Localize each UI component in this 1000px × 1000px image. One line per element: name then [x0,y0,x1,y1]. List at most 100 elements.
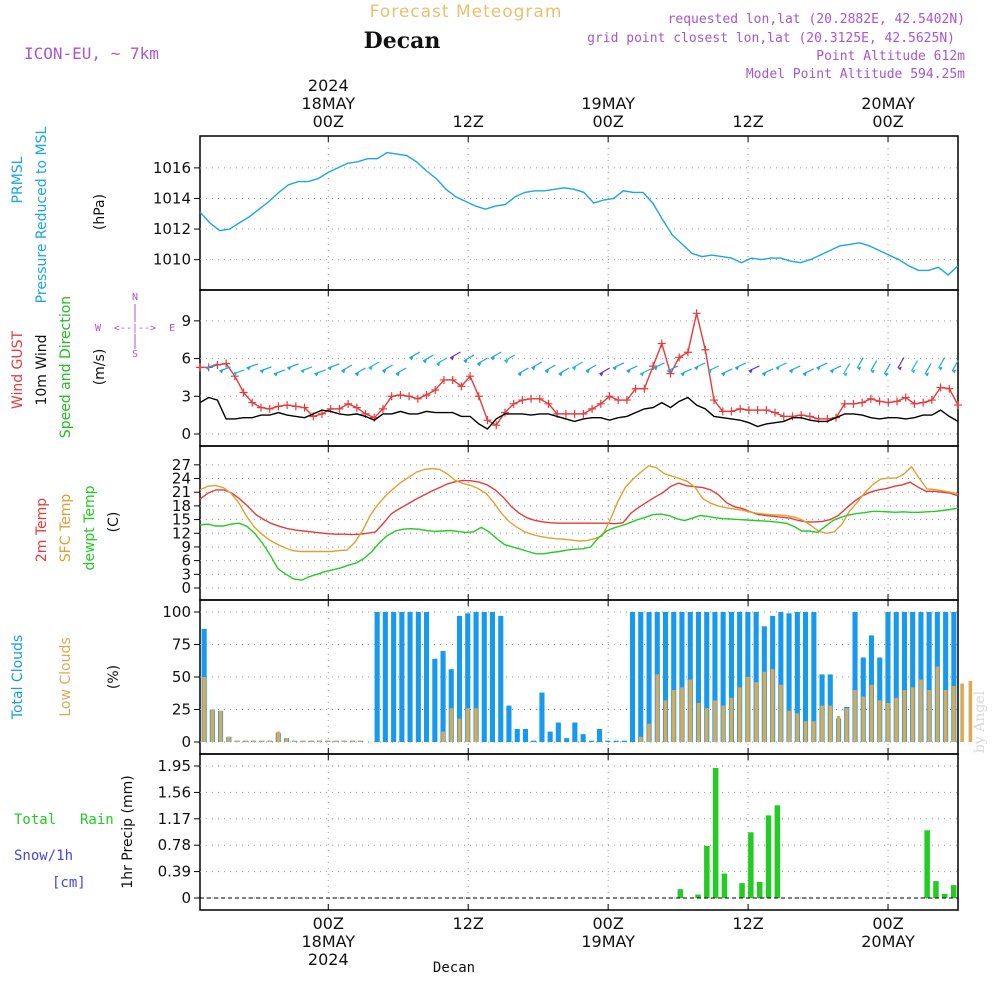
svg-text:dewpt Temp: dewpt Temp [82,485,98,570]
wind-arrow-head [870,369,875,374]
wind-arrow-head [599,372,604,377]
bar [696,703,701,742]
bar [671,612,677,742]
wind-arrow-head [327,366,332,371]
gust-marker [439,375,448,384]
gust-marker [431,386,440,394]
top-time-label: 19MAY [581,94,635,113]
bar [943,612,949,742]
bar [268,740,272,742]
10m-wind-line [199,396,959,430]
gust-marker [518,396,527,405]
y-tick-label: 1010 [153,251,191,269]
bar [852,612,858,742]
y-tick-label: 3 [181,565,191,583]
gust-marker [544,399,553,408]
y-tick-label: 0.39 [158,863,191,881]
wind-arrow [843,363,851,375]
bar [342,740,346,742]
gust-marker [579,409,588,418]
bar [721,873,728,898]
2m-temp-line [199,479,959,536]
wind-arrow-head [884,372,889,377]
rain-bars [677,768,957,898]
temperature-label: 2m Temp SFC Temp dewpt Temp (C) [34,485,122,570]
bar [358,740,363,742]
bar [877,657,883,742]
bar [720,612,726,742]
svg-text:Total Clouds: Total Clouds [10,635,26,720]
gust-marker [901,393,910,402]
wind-arrow-head [463,359,468,364]
bar [317,740,322,742]
y-tick-label: 1014 [153,189,191,207]
bar [663,700,668,742]
wind-arrow [639,368,652,375]
gust-marker [448,375,457,384]
top-time-label: 00Z [872,112,903,131]
wind-arrow-head [205,366,210,371]
wind-arrow [626,365,638,372]
gust-marker [866,394,875,403]
wind-arrow [924,363,932,375]
wind-arrow-head [938,366,943,371]
y-tick-label: 0 [181,579,191,597]
wind-arrow-head [368,366,373,371]
bar [309,740,313,742]
y-tick-label: 6 [181,350,191,368]
bar [630,612,636,742]
bar [498,615,504,742]
gust-marker [283,401,292,410]
wind-gust-line [200,313,959,427]
model-altitude: Model Point Altitude 594.25m [746,67,965,82]
top-time-label: 2024 [308,76,349,95]
top-time-label: 20MAY [861,94,915,113]
gust-marker [849,399,858,408]
bar [639,736,643,742]
dewpt-temp-line [199,507,959,581]
bottom-time-label: 19MAY [581,932,635,951]
bar [695,894,701,898]
wind-arrow [531,361,543,369]
clouds-label: Total Clouds Low Clouds (%) [10,635,122,720]
top-time-label: 12Z [453,112,484,131]
bar [210,709,215,742]
bar [407,612,413,742]
top-time-axis: 202418MAY00Z12Z19MAY00Z12Z20MAY00Z12Z [301,76,915,131]
wind-arrow-head [355,372,360,377]
gust-marker [718,407,727,416]
wind-arrow [816,362,828,369]
bar [399,612,405,742]
bar [415,612,421,742]
svg-text:1hr Precip (mm): 1hr Precip (mm) [120,775,136,888]
gust-marker [457,382,466,391]
gust-marker [631,384,640,393]
bar [235,740,239,742]
wind-label: Wind GUST 10m Wind Speed and Direction (… [10,292,175,438]
gust-marker [196,363,204,372]
bar [514,729,520,742]
svg-text:Low Clouds: Low Clouds [58,637,74,716]
wind-arrow [449,351,461,359]
wind-arrow-head [422,359,427,364]
footer-location: Decan [433,960,475,976]
gust-marker [622,396,631,405]
svg-text:N: N [132,292,138,303]
y-tick-label: 3 [181,387,191,405]
gust-marker [701,345,710,354]
gust-marker [788,412,797,421]
bar [919,679,923,742]
wind-arrow-head [409,356,414,361]
wind-arrow [599,367,611,375]
y-tick-label: 9 [181,312,191,330]
wind-arrow-head [640,372,645,377]
bar [506,705,512,742]
pressure-label: PRMSL Pressure Reduced to MSL (hPa) [10,126,108,303]
y-tick-label: 27 [172,456,191,474]
grid-point-coords: grid point closest lon,lat (20.3125E, 42… [587,31,955,46]
gust-marker [779,412,788,421]
wind-arrow-head [219,369,224,374]
bar [474,708,478,742]
gust-marker [222,359,231,368]
bar [924,830,930,898]
